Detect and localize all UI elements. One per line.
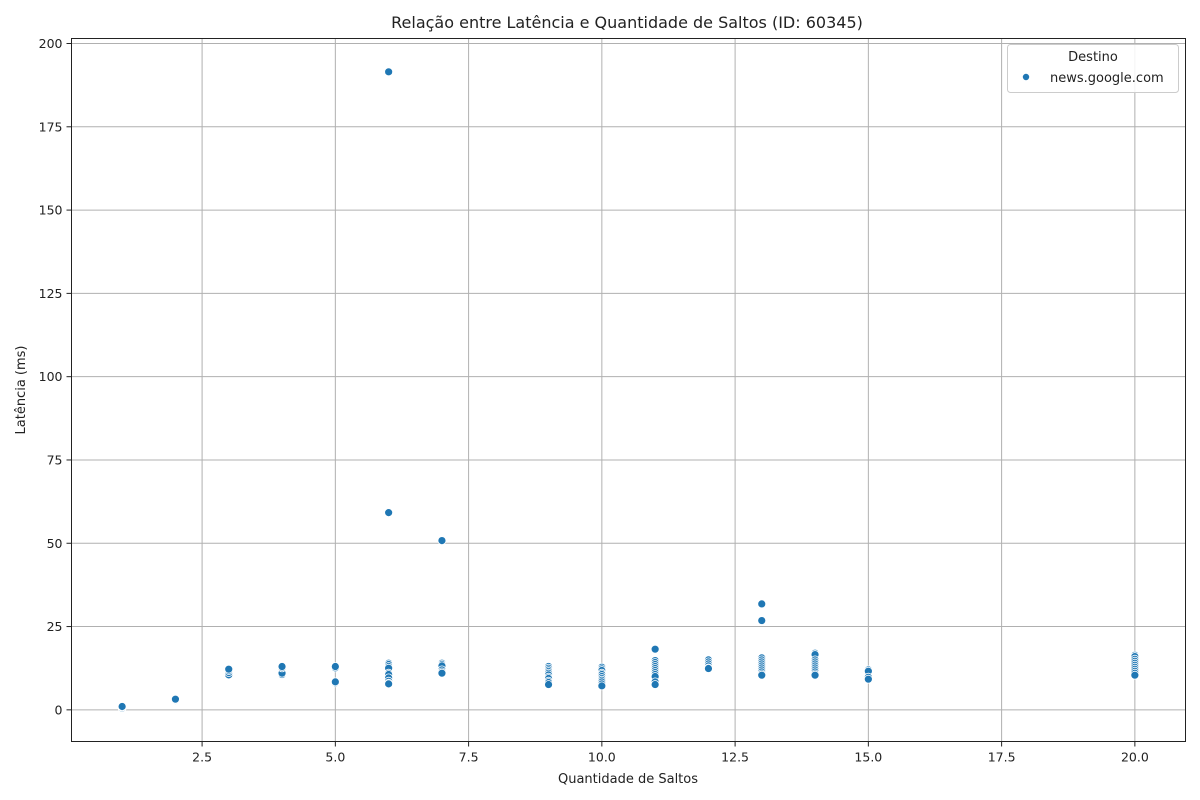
legend-title: Destino: [1068, 50, 1118, 65]
y-tick-label-0: 0: [55, 702, 63, 717]
x-axis-label: Quantidade de Saltos: [558, 772, 698, 787]
x-tick-label-0: 2.5: [192, 750, 212, 765]
data-point-0-47: [544, 680, 553, 689]
y-tick-label-5: 125: [39, 286, 63, 301]
data-point-0-78: [757, 616, 767, 625]
plot-frame: [71, 38, 1186, 742]
x-axis-ticks: 2.5 5.0 7.5 10.0 12.5 15.0 17.5 20.0: [192, 741, 1149, 765]
x-tick-label-4: 12.5: [721, 750, 749, 765]
data-point-0-18: [384, 67, 394, 77]
data-point-0-99: [810, 670, 820, 680]
data-point-0-70: [650, 680, 660, 689]
chart-title: Relação entre Latência e Quantidade de S…: [391, 13, 863, 32]
y-tick-label-1: 25: [47, 619, 63, 634]
data-point-0-13: [277, 662, 287, 671]
legend: Destino news.google.com: [1007, 44, 1179, 93]
data-point-0-17: [330, 662, 340, 671]
y-axis-label: Latência (ms): [14, 346, 29, 435]
y-tick-label-6: 150: [39, 203, 63, 218]
legend-marker-news-google: [1022, 73, 1031, 82]
data-point-0-15: [330, 677, 340, 687]
data-point-0-88: [757, 670, 767, 680]
x-tick-label-7: 20.0: [1121, 750, 1149, 765]
data-point-0-59: [650, 644, 660, 654]
data-points: [117, 67, 1140, 713]
grid: [71, 38, 1186, 742]
data-point-0-77: [757, 599, 767, 609]
data-point-0-36: [437, 668, 447, 678]
data-point-0-30: [437, 536, 447, 545]
data-point-0-114: [1130, 670, 1140, 680]
legend-box: [1007, 44, 1179, 93]
y-axis-ticks: 0 25 50 75 100 125 150 175 200: [39, 36, 72, 717]
y-tick-label-3: 75: [47, 452, 63, 467]
y-tick-label-4: 100: [39, 369, 63, 384]
y-tick-label-8: 200: [39, 36, 63, 51]
data-point-0-103: [863, 674, 873, 684]
data-point-0-9: [224, 664, 234, 674]
y-tick-label-7: 175: [39, 119, 63, 134]
data-point-0-19: [384, 508, 394, 518]
x-tick-label-6: 17.5: [988, 750, 1016, 765]
data-point-0-5: [171, 694, 180, 704]
y-tick-label-2: 50: [47, 536, 63, 551]
x-tick-label-5: 15.0: [854, 750, 882, 765]
data-point-0-29: [384, 679, 394, 689]
data-point-0-58: [597, 681, 607, 691]
legend-label-news-google: news.google.com: [1050, 71, 1164, 86]
data-point-0-76: [704, 664, 713, 673]
x-tick-label-1: 5.0: [325, 750, 345, 765]
x-tick-label-3: 10.0: [588, 750, 616, 765]
x-tick-label-2: 7.5: [459, 750, 479, 765]
data-point-0-2: [117, 702, 127, 711]
